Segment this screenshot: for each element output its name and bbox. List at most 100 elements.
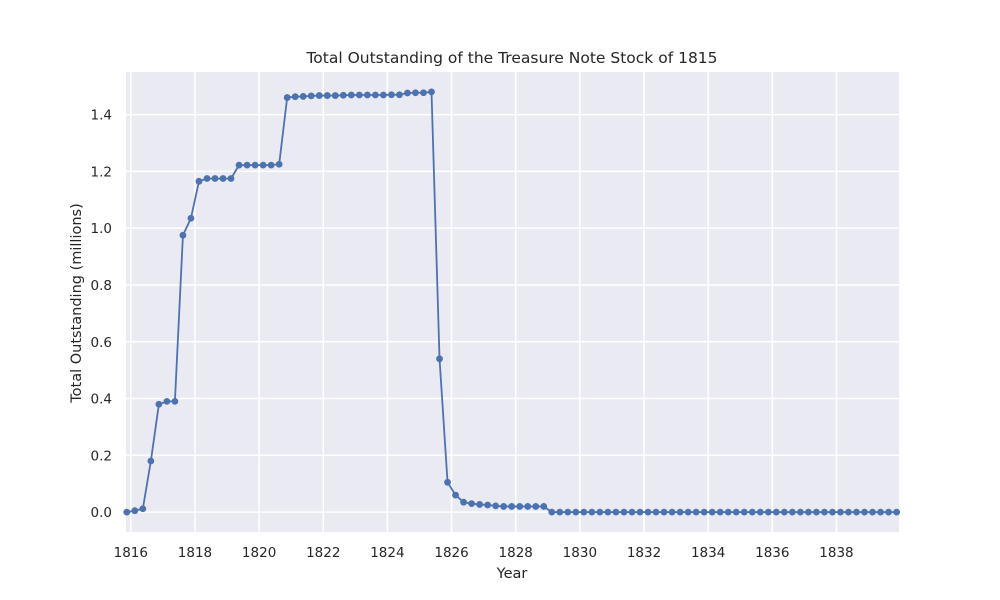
data-point — [532, 503, 540, 510]
x-tick-label: 1834 — [691, 545, 725, 561]
data-point — [612, 508, 620, 516]
y-tick-label: 0.2 — [91, 448, 112, 464]
y-axis-ticks: 0.0 0.2 0.4 0.6 0.8 1.0 1.2 1.4 — [91, 108, 112, 522]
data-point — [861, 508, 868, 516]
data-point — [163, 397, 171, 405]
plot-area — [126, 72, 899, 532]
data-point — [604, 508, 612, 516]
data-point — [299, 93, 307, 100]
x-tick-label: 1820 — [242, 545, 276, 561]
data-point — [588, 508, 596, 516]
x-tick-label: 1822 — [306, 545, 340, 561]
data-point — [444, 478, 451, 486]
data-point — [676, 508, 684, 516]
data-point — [829, 508, 836, 516]
data-point — [251, 161, 259, 169]
data-point — [708, 508, 716, 516]
series-layer — [123, 88, 900, 516]
data-point — [684, 508, 692, 516]
data-point — [331, 92, 339, 99]
data-point — [893, 508, 900, 516]
data-point — [780, 508, 788, 516]
data-point — [171, 397, 179, 405]
data-point — [821, 508, 828, 516]
data-point — [516, 503, 524, 510]
data-point — [291, 93, 299, 101]
data-point — [548, 508, 556, 516]
x-axis-ticks: 1816 1818 1820 1822 1824 1826 1828 1830 1832 1834… — [114, 545, 854, 561]
data-point — [468, 500, 475, 507]
data-point — [267, 161, 275, 169]
data-point — [404, 89, 411, 97]
x-tick-label: 1830 — [563, 545, 597, 561]
y-tick-label: 0.4 — [91, 392, 112, 408]
data-point — [460, 498, 467, 506]
x-axis-label: Year — [496, 566, 528, 582]
y-tick-label: 1.4 — [91, 108, 112, 124]
data-point — [420, 89, 427, 97]
data-point — [307, 92, 315, 100]
data-point — [877, 508, 884, 516]
data-point — [243, 161, 251, 169]
data-point — [556, 508, 564, 516]
y-tick-label: 1.2 — [91, 164, 112, 180]
data-point — [476, 501, 484, 508]
data-point — [211, 175, 219, 182]
data-point — [315, 92, 323, 99]
x-tick-label: 1838 — [819, 545, 853, 561]
data-point — [740, 508, 748, 516]
data-point — [620, 508, 628, 516]
data-point — [388, 91, 395, 99]
data-point — [748, 508, 756, 516]
data-point — [724, 508, 732, 516]
x-tick-label: 1832 — [627, 545, 661, 561]
data-point — [436, 355, 443, 363]
y-tick-label: 0.0 — [91, 505, 112, 521]
data-point — [235, 161, 243, 169]
data-point — [492, 502, 500, 510]
data-point — [660, 508, 668, 516]
x-tick-label: 1828 — [499, 545, 533, 561]
y-tick-label: 1.0 — [91, 221, 112, 237]
y-tick-label: 0.8 — [91, 278, 112, 294]
data-point — [788, 508, 796, 516]
data-point — [323, 92, 331, 99]
data-point — [396, 91, 403, 99]
data-point — [283, 94, 291, 101]
data-point — [155, 400, 163, 408]
data-point — [412, 89, 419, 97]
data-point — [764, 508, 772, 516]
data-point — [508, 503, 516, 510]
data-point — [845, 508, 852, 516]
data-point — [131, 507, 139, 515]
data-point — [363, 91, 371, 99]
data-point — [452, 491, 459, 499]
x-tick-label: 1816 — [114, 545, 148, 561]
data-point — [275, 160, 283, 168]
data-point — [596, 508, 604, 516]
data-point — [355, 91, 363, 99]
data-point — [564, 508, 572, 516]
data-point — [756, 508, 764, 516]
data-point — [644, 508, 652, 516]
x-tick-label: 1836 — [755, 545, 789, 561]
data-point — [580, 508, 588, 516]
data-point — [652, 508, 660, 516]
data-point — [380, 91, 387, 99]
data-point — [500, 503, 508, 510]
data-point — [732, 508, 740, 516]
data-point — [636, 508, 644, 516]
data-point — [147, 457, 155, 465]
data-point — [700, 508, 708, 516]
data-point — [347, 91, 355, 99]
data-point — [772, 508, 780, 516]
data-point — [869, 508, 876, 516]
data-point — [123, 508, 131, 516]
data-point — [692, 508, 700, 516]
data-point — [219, 175, 227, 182]
data-point — [428, 88, 435, 96]
data-point — [339, 91, 347, 99]
data-point — [796, 508, 804, 516]
